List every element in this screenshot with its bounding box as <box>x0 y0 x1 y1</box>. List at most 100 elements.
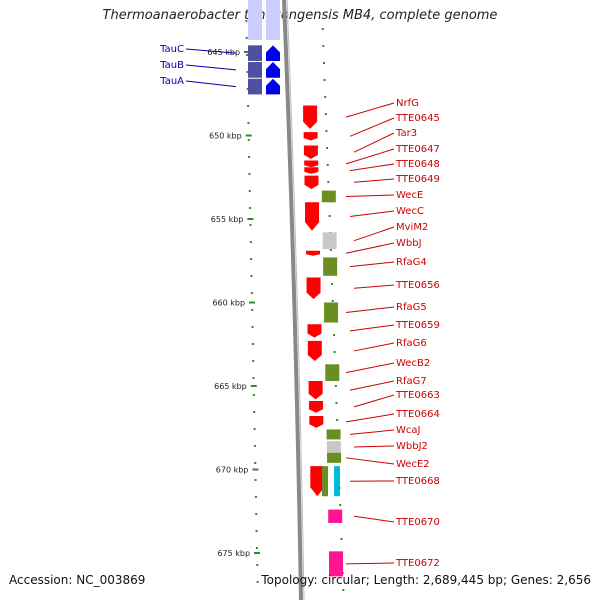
scale-dot-right <box>323 79 326 81</box>
genome-backbone <box>282 0 303 600</box>
gene-leader-line <box>345 194 395 197</box>
gene-label-mvim2: MviM2 <box>396 222 428 233</box>
scale-dot-left <box>253 411 256 413</box>
gene-block-tte0668 <box>310 466 325 497</box>
scale-dot-left <box>248 190 251 192</box>
gene-block-taua <box>248 78 262 95</box>
scale-dot-left <box>255 547 258 549</box>
gene-label-rfag5: RfaG5 <box>396 302 427 313</box>
gene-block-tte0656 <box>306 277 321 300</box>
gene-label-wece: WecE <box>396 190 423 201</box>
gene-label-taub: TauB <box>159 60 184 71</box>
gene-block-wecb2 <box>325 364 340 381</box>
scale-dot-right <box>322 62 325 64</box>
gene-leader-line <box>345 148 395 165</box>
gene-block-nrfg <box>303 105 318 129</box>
scale-dot-right <box>328 215 331 217</box>
gene-block-rfag6 <box>307 340 322 361</box>
scale-dot-left <box>251 343 254 345</box>
scale-dot-right <box>331 283 334 285</box>
gene-block-teal <box>334 466 340 497</box>
gene-leader-line <box>353 132 395 153</box>
gene-leader-line <box>345 362 395 374</box>
scale-dot-right <box>333 351 336 353</box>
scale-dot-right <box>336 419 339 421</box>
tick-mark <box>244 51 251 53</box>
gene-arrow-taub <box>266 62 280 78</box>
gene-block-faded <box>248 0 262 40</box>
gene-block-rfag7 <box>308 380 323 400</box>
gene-block-tte0659 <box>307 324 322 338</box>
gene-leader-line <box>345 102 395 118</box>
gene-label-wcaj: WcaJ <box>396 425 420 436</box>
gene-label-tte0648: TTE0648 <box>395 159 440 170</box>
tick-mark <box>250 385 257 387</box>
tick-label: 650 kbp <box>209 132 242 141</box>
scale-dot-right <box>342 589 345 591</box>
tick-mark <box>245 134 252 137</box>
gene-block-rfag5 <box>324 302 339 323</box>
gene-block-tte0647 <box>304 160 319 168</box>
gene-leader-line <box>345 242 395 254</box>
gene-leader-line <box>353 394 395 408</box>
gene-label-wecb2: WecB2 <box>396 358 430 369</box>
scale-dot-left <box>251 309 254 311</box>
scale-dot-right <box>329 249 332 251</box>
scale-dot-right <box>340 538 343 540</box>
scale-dot-right <box>324 96 327 98</box>
scale-dot-right <box>321 28 324 30</box>
gene-block-tte0645 <box>303 132 318 141</box>
gene-label-tte0649: TTE0649 <box>395 174 440 185</box>
gene-leader-line <box>345 413 395 423</box>
gene-label-rfag7: RfaG7 <box>396 376 427 387</box>
topology-label: Topology: circular; Length: 2,689,445 bp… <box>261 573 591 587</box>
scale-dot-left <box>253 428 256 430</box>
scale-dot-left <box>249 207 252 209</box>
gene-leader-line <box>185 64 237 71</box>
gene-label-nrfg: NrfG <box>396 98 419 109</box>
gene-block-wbbj <box>306 250 321 256</box>
gene-leader-line <box>353 178 395 183</box>
scale-dot-right <box>331 300 334 302</box>
scale-dot-left <box>247 105 250 107</box>
scale-dot-left <box>247 122 250 124</box>
gene-leader-line <box>353 515 395 523</box>
gene-block-green-small <box>322 466 328 497</box>
scale-dot-left <box>251 326 254 328</box>
gene-block-tte0664 <box>309 416 324 428</box>
gene-label-tte0668: TTE0668 <box>395 476 440 487</box>
gene-label-tte0647: TTE0647 <box>395 144 440 155</box>
gene-leader-line <box>345 457 395 465</box>
scale-dot-right <box>324 113 327 115</box>
scale-dot-left <box>255 530 258 532</box>
scale-dot-left <box>249 224 252 226</box>
gene-label-tte0664: TTE0664 <box>395 409 440 420</box>
scale-dot-right <box>327 181 330 183</box>
scale-dot-left <box>248 156 251 158</box>
scale-dot-left <box>256 581 259 583</box>
scale-dot-right <box>322 45 325 47</box>
scale-dot-left <box>246 88 249 90</box>
scale-dot-left <box>246 71 249 73</box>
gene-label-tte0670: TTE0670 <box>395 517 440 528</box>
accession-label: Accession: NC_003869 <box>9 573 146 587</box>
scale-dot-left <box>252 394 255 396</box>
gene-label-tte0659: TTE0659 <box>395 320 440 331</box>
scale-dot-left <box>245 20 248 22</box>
scale-dot-right <box>339 504 342 506</box>
gene-block-wbbj2 <box>326 441 341 453</box>
scale-dot-right <box>325 130 328 132</box>
gene-leader-line <box>353 284 395 289</box>
gene-label-tte0663: TTE0663 <box>395 390 440 401</box>
scale-dot-left <box>254 496 257 498</box>
scale-dot-left <box>246 54 249 56</box>
tick-mark <box>247 218 254 220</box>
tick-label: 660 kbp <box>212 299 245 308</box>
tick-label: 665 kbp <box>214 382 247 391</box>
scale-dot-left <box>247 139 250 141</box>
scale-dot-left <box>255 513 258 515</box>
gene-leader-line <box>185 48 237 54</box>
tick-label: 655 kbp <box>211 215 244 224</box>
